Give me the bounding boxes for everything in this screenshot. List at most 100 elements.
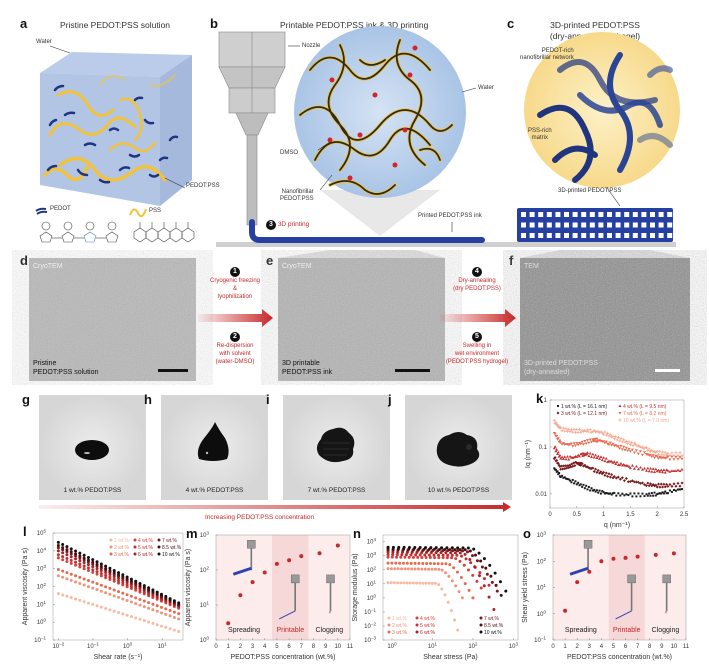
data-point xyxy=(636,480,640,484)
data-point xyxy=(440,568,444,572)
legend-entry: 2 wt.% xyxy=(392,623,408,629)
data-point xyxy=(168,601,172,605)
data-point xyxy=(655,485,659,489)
data-point xyxy=(151,592,155,596)
data-point xyxy=(578,461,582,465)
nozzle-label: Nozzle xyxy=(302,43,321,49)
legend-marker xyxy=(618,412,622,415)
data-point xyxy=(99,564,103,568)
data-point xyxy=(400,553,404,557)
data-point xyxy=(653,456,657,460)
data-point xyxy=(563,608,568,613)
step-line: (dry PEDOT:PSS) xyxy=(453,286,501,292)
data-point xyxy=(666,469,670,472)
data-point xyxy=(134,579,138,583)
data-point xyxy=(142,586,146,590)
data-point xyxy=(651,482,655,486)
data-point xyxy=(480,565,484,569)
data-point xyxy=(423,567,427,571)
data-point xyxy=(674,469,678,472)
y-tick-label: 101 xyxy=(367,579,377,588)
data-point xyxy=(555,434,559,438)
data-point xyxy=(95,562,99,566)
step-1: 1 Cryogenic freezing & lyophilization xyxy=(190,267,280,301)
data-point xyxy=(65,557,69,561)
data-point xyxy=(86,563,90,567)
data-point xyxy=(448,563,452,567)
data-point xyxy=(91,602,95,606)
data-point xyxy=(437,553,441,557)
data-point xyxy=(615,494,618,497)
data-point xyxy=(559,441,563,445)
legend-entry: 1 wt.% xyxy=(114,538,130,544)
data-point xyxy=(643,446,647,450)
lattice-pore xyxy=(667,222,673,228)
data-point xyxy=(456,546,460,550)
data-point xyxy=(392,581,396,585)
legend-entry: 6 wt.% xyxy=(420,630,436,636)
data-point xyxy=(138,597,142,601)
x-tick-label: 0 xyxy=(214,644,218,650)
data-point xyxy=(649,482,652,486)
data-point xyxy=(663,451,667,455)
data-point xyxy=(643,495,646,498)
data-point xyxy=(560,429,564,433)
data-point xyxy=(397,545,401,549)
data-point xyxy=(638,450,642,453)
data-point xyxy=(579,461,583,465)
step-number-badge: 1 xyxy=(230,267,240,277)
data-point xyxy=(56,549,60,553)
data-point xyxy=(624,439,628,443)
data-point xyxy=(121,581,125,585)
x-tick-label: 10−1 xyxy=(87,642,99,651)
legend-entry: 7 wt.% xyxy=(162,538,178,544)
data-point xyxy=(69,578,73,582)
data-point xyxy=(56,543,60,547)
data-point xyxy=(558,475,561,478)
data-point xyxy=(639,495,642,498)
data-point xyxy=(614,434,618,438)
step-number-badge: 2 xyxy=(230,332,240,342)
data-point xyxy=(616,445,620,449)
data-point xyxy=(652,494,655,497)
data-point xyxy=(443,548,447,552)
svg-text:×: × xyxy=(329,610,332,616)
data-point xyxy=(676,481,680,485)
data-point xyxy=(436,549,440,553)
data-point xyxy=(592,439,596,443)
data-point xyxy=(621,492,624,495)
pedot-legend-icon xyxy=(35,207,48,215)
data-point xyxy=(177,604,181,608)
data-point xyxy=(459,554,463,558)
data-point xyxy=(461,546,465,550)
data-point xyxy=(642,466,646,470)
x-tick-label: 11 xyxy=(683,644,690,650)
data-point xyxy=(564,464,568,468)
region-printable xyxy=(608,535,645,640)
data-point xyxy=(674,455,678,459)
data-point xyxy=(647,454,651,457)
photo-caption: 10 wt.% PEDOT:PSS xyxy=(427,487,490,494)
lattice-pore xyxy=(538,222,544,228)
data-point xyxy=(600,440,604,444)
data-point xyxy=(134,584,138,588)
data-point xyxy=(634,480,638,484)
data-point xyxy=(625,493,628,496)
label-line: PSS-rich xyxy=(528,128,552,134)
data-point xyxy=(623,494,626,497)
data-point xyxy=(573,455,577,458)
data-point xyxy=(596,468,600,472)
data-point xyxy=(475,579,479,583)
lattice-pore xyxy=(650,222,655,228)
data-point xyxy=(439,551,443,555)
data-point xyxy=(619,494,622,497)
data-point xyxy=(91,562,95,566)
data-point xyxy=(445,556,449,560)
data-point xyxy=(125,593,129,597)
data-point xyxy=(422,547,426,551)
data-point xyxy=(74,557,78,561)
data-point xyxy=(672,482,676,486)
data-point xyxy=(82,583,86,587)
data-point xyxy=(430,567,434,571)
data-point xyxy=(618,463,622,467)
